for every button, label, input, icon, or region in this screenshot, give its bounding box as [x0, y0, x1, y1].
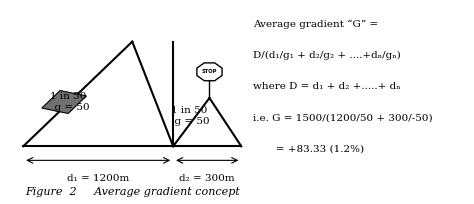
Text: i.e. G = 1500/(1200/50 + 300/-50): i.e. G = 1500/(1200/50 + 300/-50) — [253, 113, 432, 122]
Text: = +83.33 (1.2%): = +83.33 (1.2%) — [253, 144, 364, 153]
Text: d₂ = 300m: d₂ = 300m — [179, 174, 235, 183]
Text: Figure  2     Average gradient concept: Figure 2 Average gradient concept — [25, 187, 240, 197]
Text: where D = d₁ + d₂ +.....+ dₙ: where D = d₁ + d₂ +.....+ dₙ — [253, 82, 400, 91]
Text: STOP: STOP — [202, 69, 217, 74]
Text: 1 in 50
  g = 50: 1 in 50 g = 50 — [168, 106, 210, 126]
Text: 1 in 50
  g = 50: 1 in 50 g = 50 — [48, 92, 90, 112]
Polygon shape — [197, 63, 222, 81]
Polygon shape — [42, 91, 86, 113]
Text: D/(d₁/g₁ + d₂/g₂ + ....+dₙ/gₙ): D/(d₁/g₁ + d₂/g₂ + ....+dₙ/gₙ) — [253, 51, 401, 60]
Text: d₁ = 1200m: d₁ = 1200m — [67, 174, 129, 183]
Text: Average gradient “G” =: Average gradient “G” = — [253, 20, 378, 29]
